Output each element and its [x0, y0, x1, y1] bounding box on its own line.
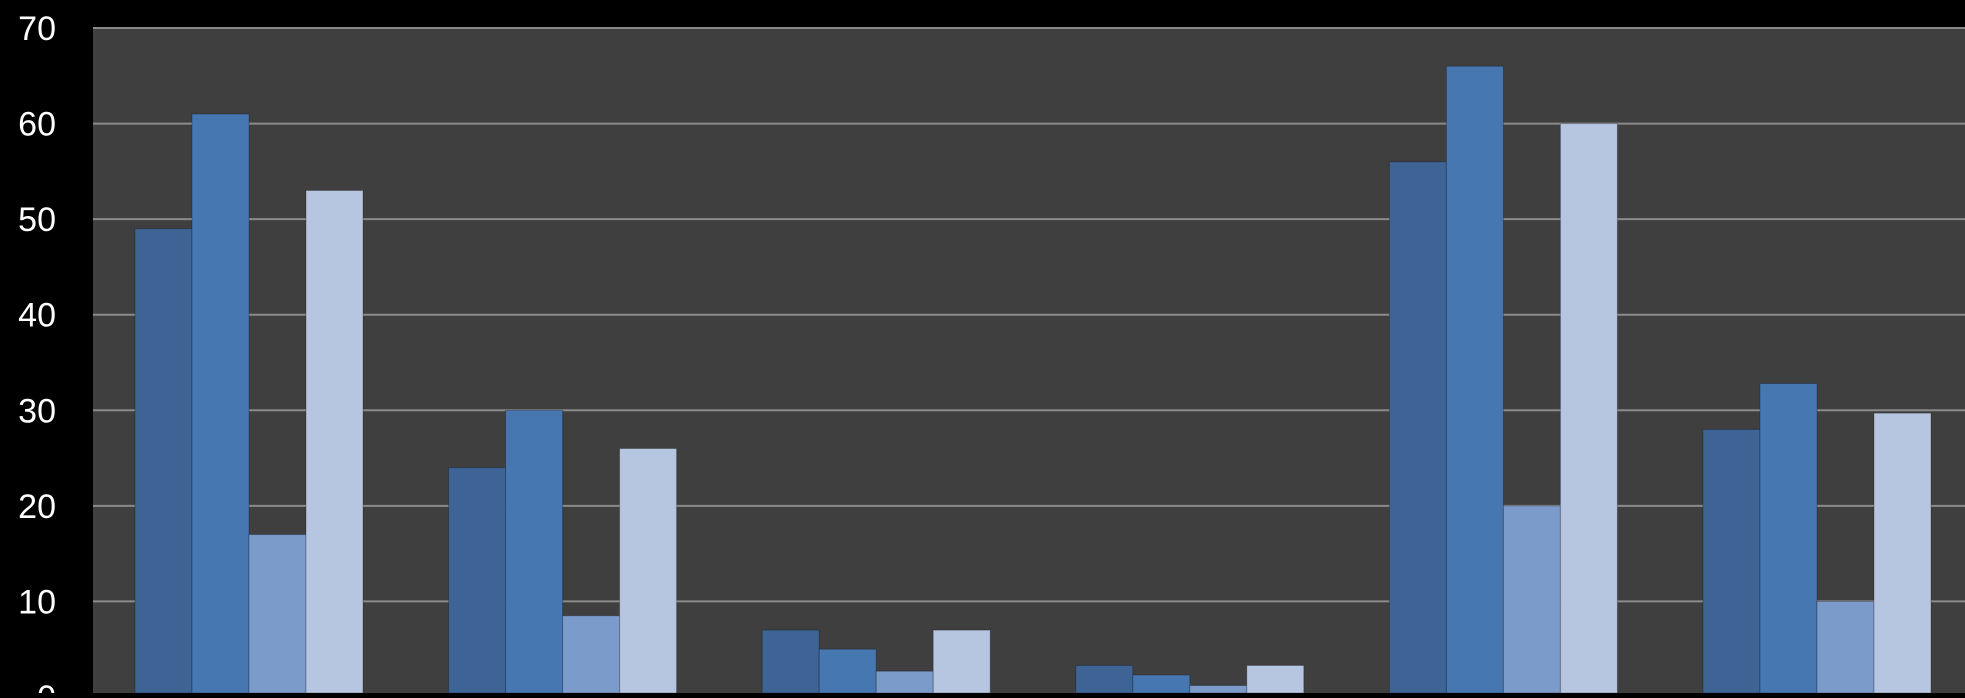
bar — [1559, 123, 1618, 694]
y-tick-label: 10 — [18, 583, 56, 621]
bar-group — [1702, 383, 1932, 694]
y-tick-label: 50 — [18, 201, 56, 239]
bar — [619, 448, 678, 694]
bar — [875, 670, 934, 694]
bar — [562, 615, 621, 694]
y-tick-label: 0 — [37, 679, 56, 693]
y-tick-label: 70 — [18, 10, 56, 48]
bar — [1388, 161, 1447, 694]
plot-area — [93, 28, 1965, 693]
bar-group — [1388, 65, 1618, 694]
bar — [248, 534, 307, 694]
bar — [448, 467, 507, 694]
y-tick-label: 30 — [18, 392, 56, 430]
bar — [1873, 412, 1932, 694]
gridlines — [93, 27, 1965, 698]
bar — [932, 629, 991, 694]
bar — [761, 629, 820, 694]
bar-group — [448, 409, 678, 694]
y-axis-tick-labels: 0 10 20 30 40 50 60 70 — [18, 10, 56, 698]
bar — [1502, 505, 1561, 694]
bar — [1246, 664, 1305, 694]
bar — [1132, 674, 1191, 694]
bar — [1702, 428, 1761, 694]
bar — [1816, 600, 1875, 694]
y-tick-label: 20 — [18, 488, 56, 526]
bar — [1445, 65, 1504, 694]
bar — [505, 409, 564, 694]
y-tick-label: 40 — [18, 297, 56, 335]
bars — [134, 65, 1932, 694]
bar — [134, 228, 193, 694]
bar — [1189, 685, 1248, 694]
bar — [818, 648, 877, 694]
bar-group — [134, 113, 364, 694]
bar — [191, 113, 250, 694]
bar — [1075, 664, 1134, 694]
y-tick-label: 60 — [18, 106, 56, 144]
bar — [1759, 383, 1818, 694]
bar-group — [1075, 664, 1305, 694]
bar — [305, 189, 364, 694]
